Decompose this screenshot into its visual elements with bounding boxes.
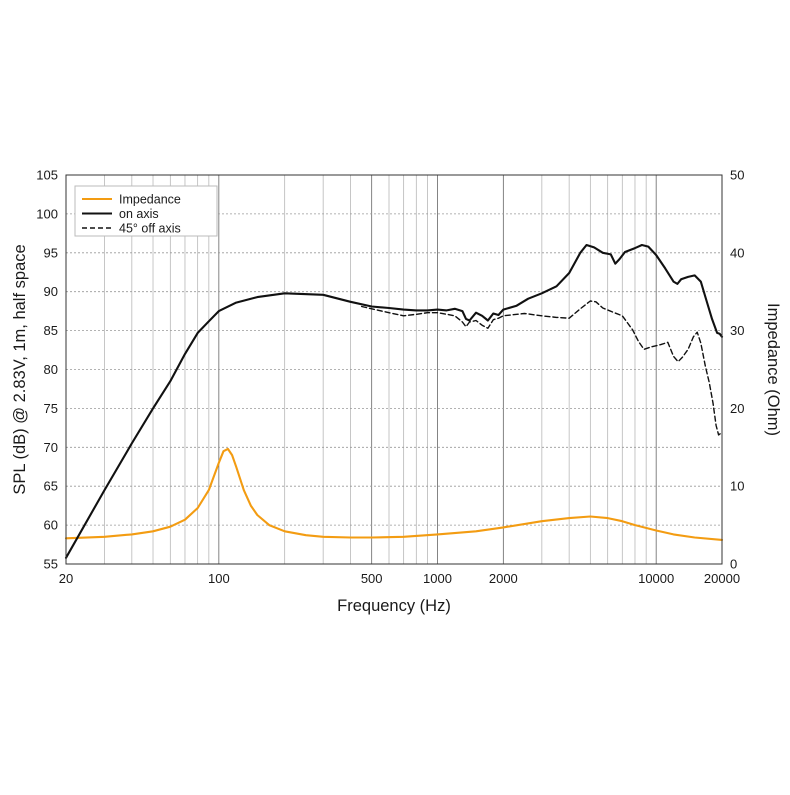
tick-labels: 20 100 500 1000 2000 10000 2000055606570758085… xyxy=(36,168,744,587)
x-tick-label: 100 xyxy=(208,571,230,586)
y2-tick-label: 50 xyxy=(730,168,744,183)
y2-tick-label: 30 xyxy=(730,323,744,338)
y2-tick-label: 40 xyxy=(730,245,744,260)
x-tick-label: 2000 xyxy=(489,571,518,586)
x-tick-label: 20000 xyxy=(704,571,740,586)
legend-label-on-axis: on axis xyxy=(119,207,159,221)
legend-label-impedance: Impedance xyxy=(119,193,181,207)
plot-frame xyxy=(65,174,723,565)
legend-label-off-axis: 45° off axis xyxy=(119,222,181,236)
x-tick-label: 1000 xyxy=(423,571,452,586)
series-lines xyxy=(64,243,724,559)
x-tick-label: 20 xyxy=(59,571,73,586)
y-tick-label: 90 xyxy=(44,284,58,299)
y-tick-label: 65 xyxy=(44,479,58,494)
y-tick-label: 85 xyxy=(44,323,58,338)
grid-lines xyxy=(66,175,722,564)
x-axis-title: Frequency (Hz) xyxy=(337,597,451,615)
legend: Impedance on axis 45° off axis xyxy=(74,185,218,237)
series-line-0 xyxy=(64,447,724,541)
y-axis-title: SPL (dB) @ 2.83V, 1m, half space xyxy=(11,244,29,494)
y2-tick-label: 20 xyxy=(730,401,744,416)
y-tick-label: 55 xyxy=(44,557,58,572)
y2-tick-label: 0 xyxy=(730,557,737,572)
y-tick-label: 60 xyxy=(44,518,58,533)
series-line-2 xyxy=(361,300,723,436)
y2-tick-label: 10 xyxy=(730,479,744,494)
y-tick-label: 100 xyxy=(36,206,58,221)
x-tick-label: 500 xyxy=(361,571,383,586)
y-tick-label: 75 xyxy=(44,401,58,416)
y-tick-label: 105 xyxy=(36,168,58,183)
y-tick-label: 95 xyxy=(44,245,58,260)
y-tick-label: 80 xyxy=(44,362,58,377)
y-tick-label: 70 xyxy=(44,440,58,455)
y2-axis-title: Impedance (Ohm) xyxy=(764,303,782,436)
x-tick-label: 10000 xyxy=(638,571,674,586)
series-line-1 xyxy=(64,243,724,559)
